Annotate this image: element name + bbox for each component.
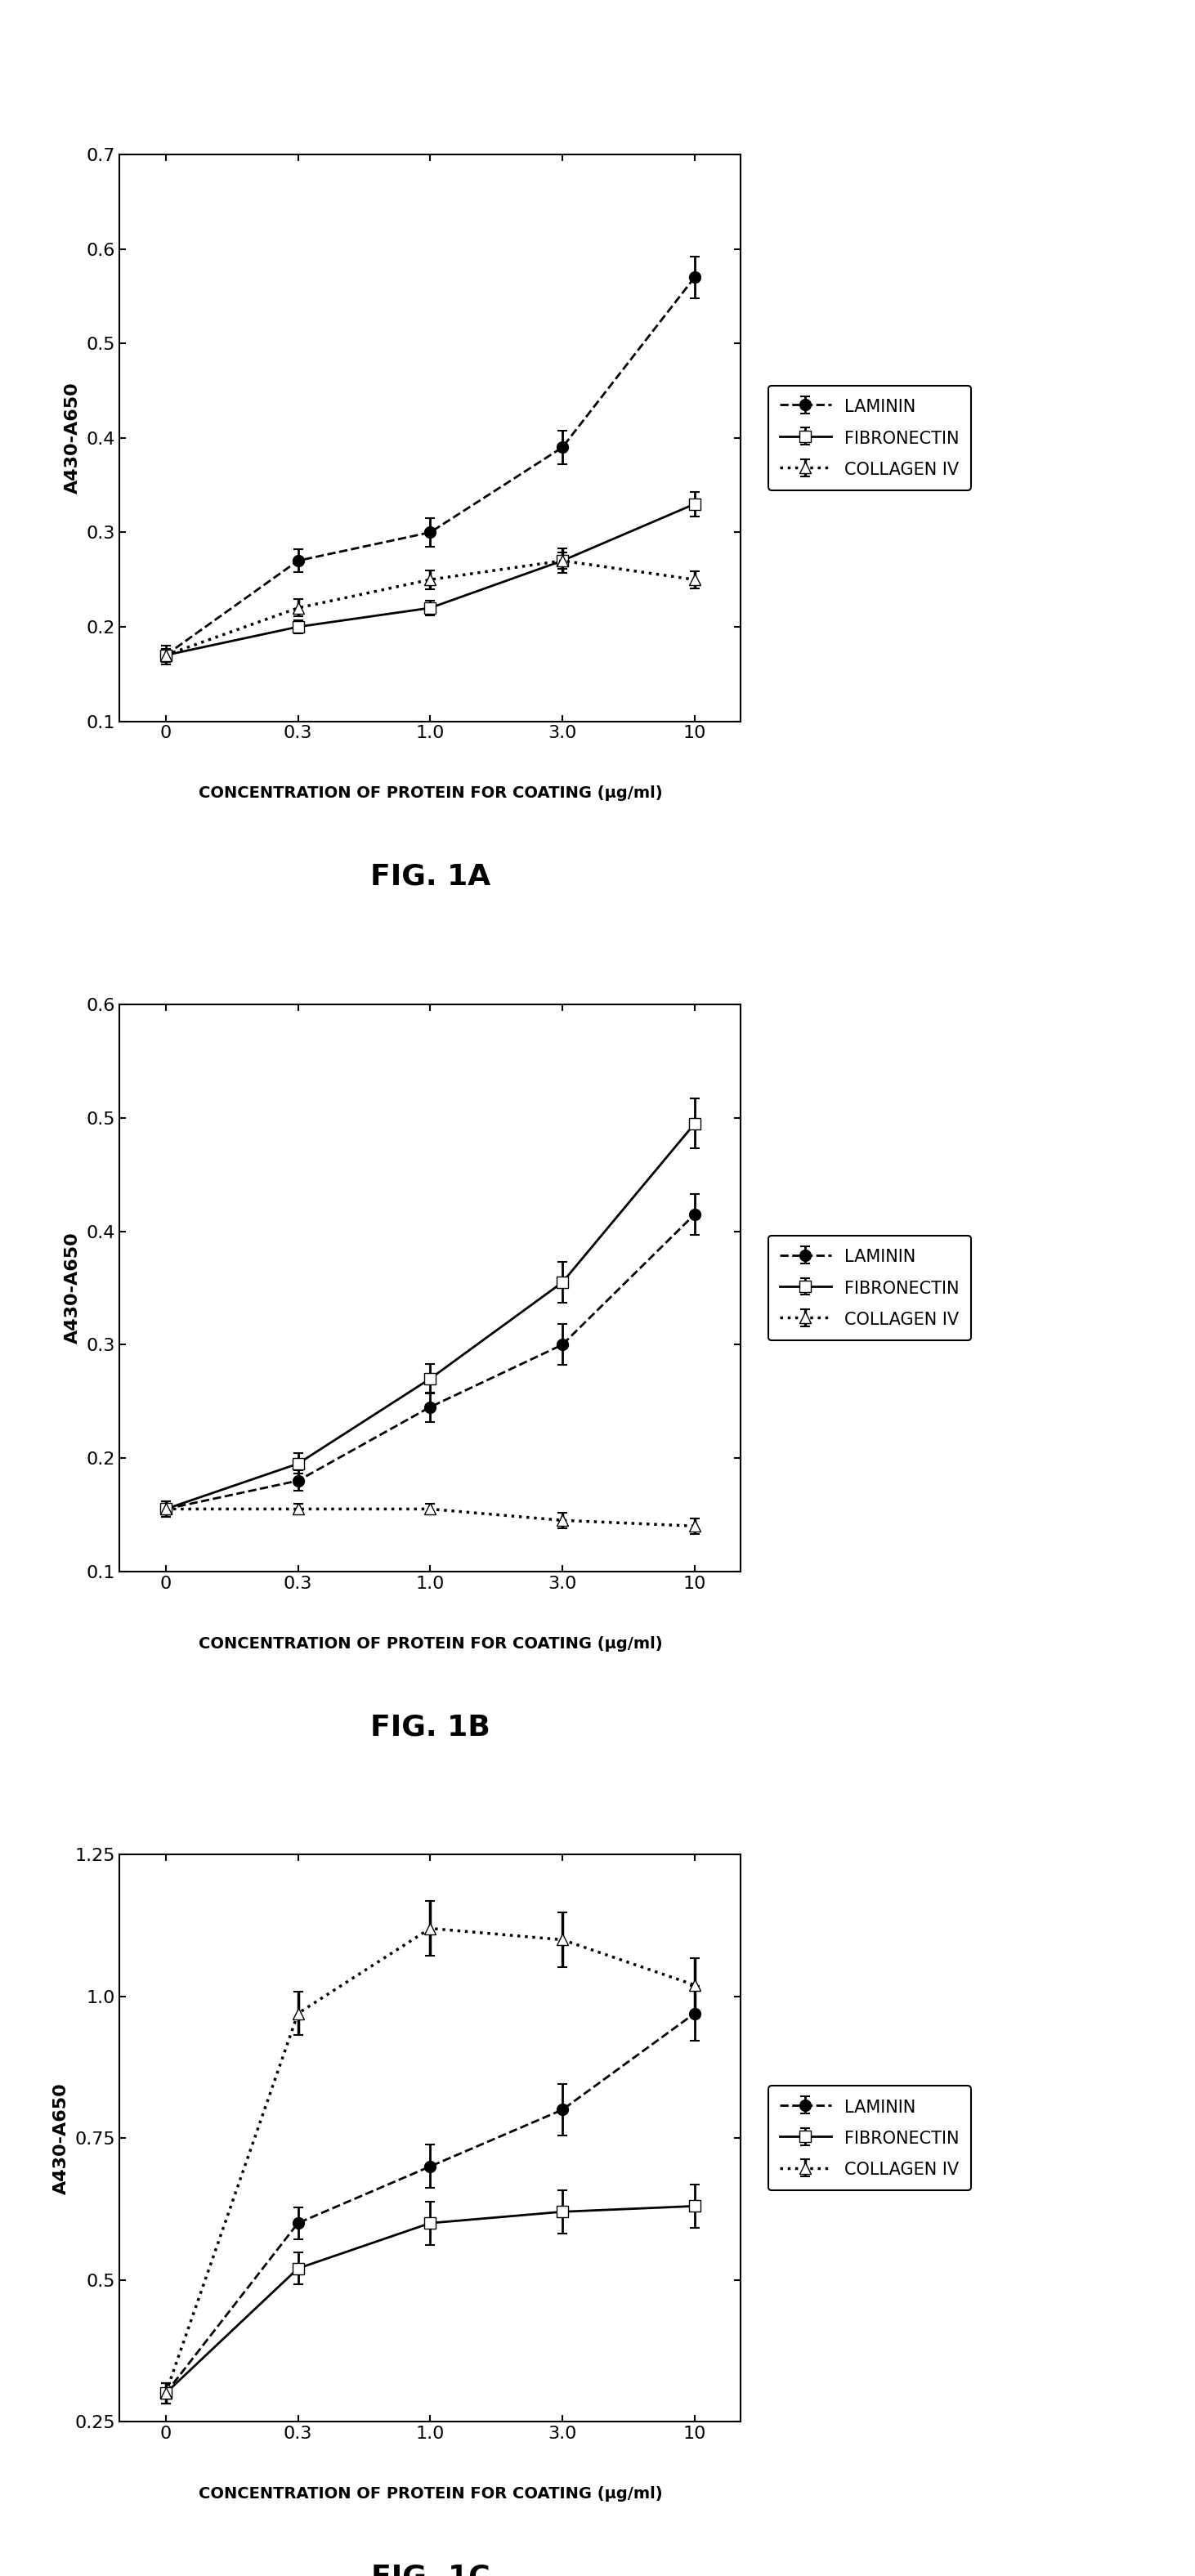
Legend: LAMININ, FIBRONECTIN, COLLAGEN IV: LAMININ, FIBRONECTIN, COLLAGEN IV <box>768 1236 972 1340</box>
Legend: LAMININ, FIBRONECTIN, COLLAGEN IV: LAMININ, FIBRONECTIN, COLLAGEN IV <box>768 386 972 489</box>
Text: FIG. 1C: FIG. 1C <box>370 2563 490 2576</box>
Text: FIG. 1A: FIG. 1A <box>370 863 490 891</box>
Legend: LAMININ, FIBRONECTIN, COLLAGEN IV: LAMININ, FIBRONECTIN, COLLAGEN IV <box>768 2087 972 2190</box>
Text: CONCENTRATION OF PROTEIN FOR COATING (μg/ml): CONCENTRATION OF PROTEIN FOR COATING (μg… <box>198 2486 662 2501</box>
Y-axis label: A430-A650: A430-A650 <box>65 1231 81 1345</box>
Text: CONCENTRATION OF PROTEIN FOR COATING (μg/ml): CONCENTRATION OF PROTEIN FOR COATING (μg… <box>198 1636 662 1651</box>
Text: CONCENTRATION OF PROTEIN FOR COATING (μg/ml): CONCENTRATION OF PROTEIN FOR COATING (μg… <box>198 786 662 801</box>
Y-axis label: A430-A650: A430-A650 <box>65 381 81 495</box>
Text: FIG. 1B: FIG. 1B <box>370 1713 490 1741</box>
Y-axis label: A430-A650: A430-A650 <box>53 2081 69 2195</box>
